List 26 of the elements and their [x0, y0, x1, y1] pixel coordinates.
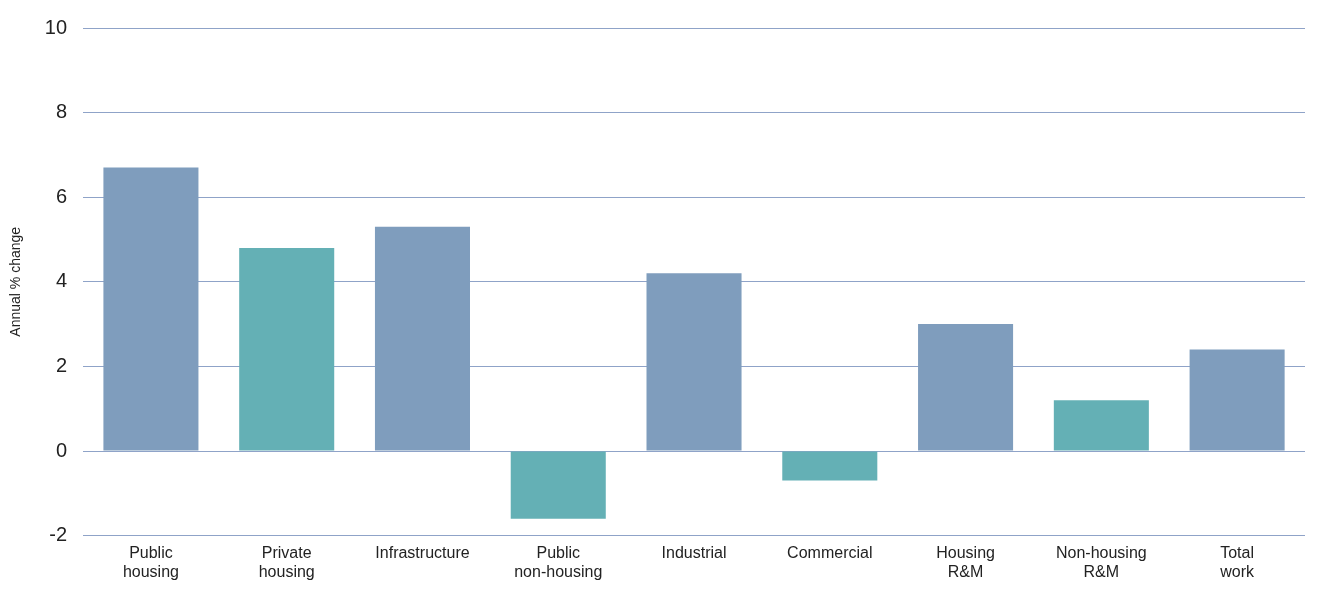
y-tick-label: 10 — [44, 15, 68, 38]
x-tick-label: Commercial — [787, 543, 873, 561]
bar — [646, 273, 742, 451]
y-tick-label: 4 — [55, 269, 68, 292]
x-tick-label: Private housing — [258, 543, 315, 580]
y-tick-label: -2 — [49, 523, 68, 546]
y-tick-label: 2 — [55, 353, 68, 376]
bar — [1189, 349, 1285, 451]
bar — [782, 451, 878, 481]
x-tick-label: Infrastructure — [375, 543, 470, 561]
bar — [239, 247, 335, 451]
bar — [1053, 400, 1149, 451]
y-tick-label: 0 — [55, 438, 68, 461]
y-tick-label: 8 — [55, 100, 68, 123]
x-tick-label: Housing R&M — [936, 543, 995, 580]
x-tick-label: Non-housing R&M — [1055, 543, 1147, 580]
bar — [510, 451, 606, 519]
bar — [374, 226, 470, 451]
bar — [918, 324, 1014, 451]
x-tick-label: Industrial — [661, 543, 727, 561]
y-tick-label: 6 — [55, 184, 68, 207]
x-tick-label: Public housing — [122, 543, 179, 580]
x-tick-label: Public non-housing — [514, 543, 603, 580]
y-axis-title: Annual % change — [7, 226, 24, 337]
x-tick-label: Total work — [1219, 543, 1255, 580]
bar — [103, 167, 199, 451]
